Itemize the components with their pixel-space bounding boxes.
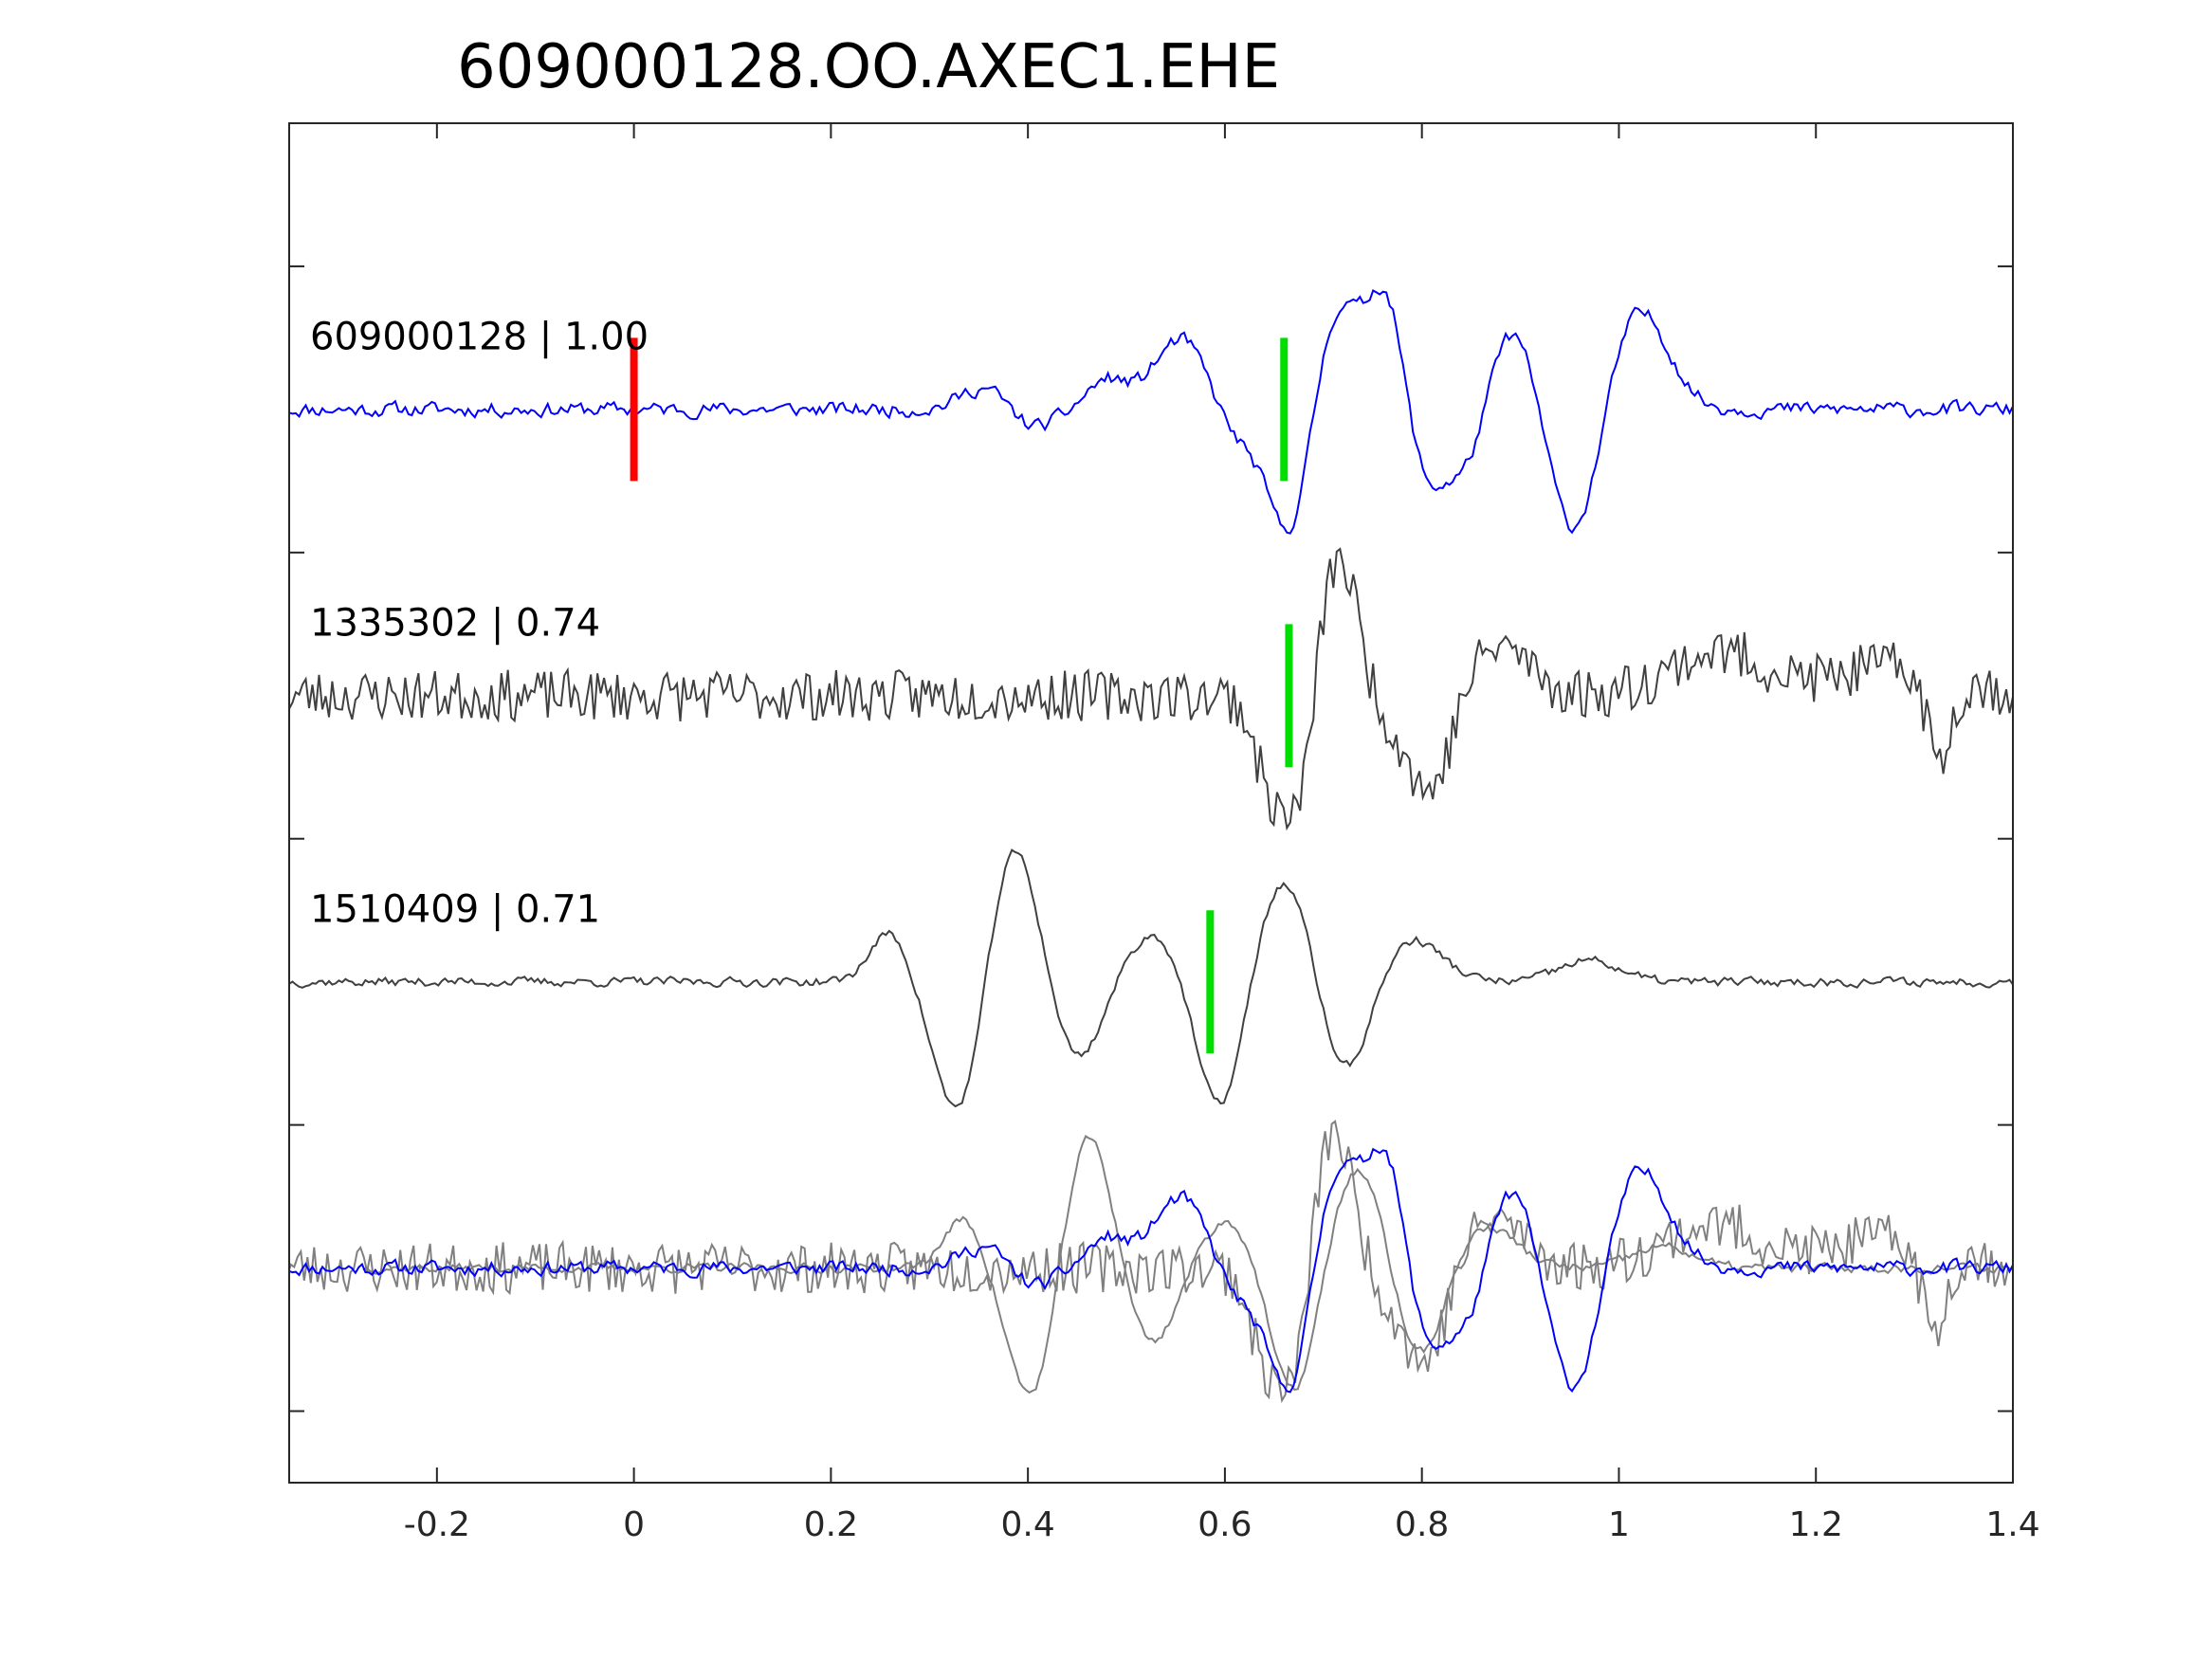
x-tick-label: -0.2 (404, 1505, 470, 1544)
axes-box (288, 122, 2014, 1484)
trace-label: 609000128 | 1.00 (310, 315, 649, 358)
x-tick-label: 0 (623, 1505, 645, 1544)
trace-2 (289, 848, 2013, 1108)
x-tick-label: 0.8 (1395, 1505, 1449, 1544)
x-tick-label: 0.6 (1197, 1505, 1252, 1544)
chart-title: 609000128.OO.AXEC1.EHE (457, 32, 1280, 102)
x-tick-label: 0.2 (804, 1505, 858, 1544)
x-tick-label: 1.2 (1789, 1505, 1843, 1544)
overlay-reference-trace (289, 1147, 2013, 1394)
x-tick-label: 1 (1608, 1505, 1630, 1544)
x-tick-label: 1.4 (1985, 1505, 2039, 1544)
x-tick-label: 0.4 (1001, 1505, 1055, 1544)
trace-label: 1335302 | 0.74 (310, 601, 600, 645)
trace-1 (289, 547, 2013, 831)
x-axis: -0.2 0 0.2 0.4 0.6 0.8 1 1.2 1.4 (404, 123, 2040, 1544)
trace-label: 1510409 | 0.71 (310, 887, 600, 931)
plot-area: 609000128 | 1.00 1335302 | 0.74 1510409 | … (289, 289, 2013, 1404)
trace-0 (289, 289, 2013, 535)
trace-layer (289, 289, 2013, 1404)
overlay-trace (289, 1120, 2009, 1404)
y-axis (289, 264, 2013, 1413)
